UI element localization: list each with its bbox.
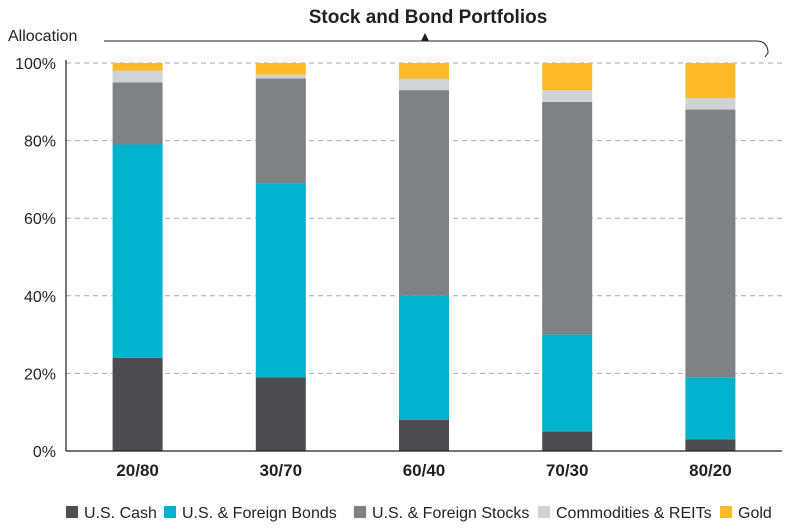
bar-segment-gold bbox=[112, 63, 163, 71]
legend-swatch-gold bbox=[720, 506, 732, 518]
bar-segment-u-s-cash bbox=[685, 439, 736, 451]
y-tick-label: 80% bbox=[24, 134, 56, 151]
legend-label-u-s-foreign-stocks: U.S. & Foreign Stocks bbox=[372, 505, 529, 522]
bar-segment-u-s-foreign-bonds bbox=[399, 295, 449, 420]
y-axis-label: Allocation bbox=[8, 28, 77, 45]
x-tick-label: 70/30 bbox=[546, 461, 589, 480]
x-tick-label: 20/80 bbox=[116, 461, 159, 480]
legend-label-gold: Gold bbox=[738, 505, 772, 522]
bar-segment-u-s-cash bbox=[255, 377, 306, 451]
bar-segment-u-s-foreign-stocks bbox=[399, 90, 449, 296]
bar-segment-commodities-reits bbox=[255, 74, 306, 79]
legend-swatch-u-s-cash bbox=[66, 506, 78, 518]
bar-segment-u-s-foreign-stocks bbox=[112, 82, 163, 145]
x-tick-label: 60/40 bbox=[403, 461, 446, 480]
bar-segment-gold bbox=[255, 63, 306, 75]
legend: U.S. Cash U.S. & Foreign Bonds U.S. & Fore… bbox=[66, 505, 772, 522]
bar-segment-u-s-foreign-stocks bbox=[255, 78, 306, 184]
axes bbox=[65, 60, 782, 452]
bar-segment-u-s-foreign-bonds bbox=[255, 183, 306, 378]
legend-swatch-commodities-reits bbox=[538, 506, 550, 518]
bar-segment-u-s-cash bbox=[542, 431, 593, 451]
legend-label-u-s-cash: U.S. Cash bbox=[84, 505, 157, 522]
legend-label-commodities-reits: Commodities & REITs bbox=[556, 505, 712, 522]
bar-segment-gold bbox=[399, 63, 449, 79]
bar-segment-commodities-reits bbox=[542, 90, 593, 102]
title-bracket-line bbox=[104, 40, 769, 58]
x-tick-label: 80/20 bbox=[689, 461, 732, 480]
legend-swatch-u-s-foreign-bonds bbox=[164, 506, 176, 518]
bar-segment-u-s-foreign-bonds bbox=[542, 334, 593, 432]
bar-segment-u-s-cash bbox=[399, 419, 449, 451]
y-tick-label: 20% bbox=[24, 366, 56, 383]
bar-segment-gold bbox=[685, 63, 736, 98]
legend-swatch-u-s-foreign-stocks bbox=[354, 506, 366, 518]
y-tick-label: 40% bbox=[24, 289, 56, 306]
bar-segment-gold bbox=[542, 63, 593, 91]
y-tick-label: 100% bbox=[15, 56, 56, 73]
bar-segment-commodities-reits bbox=[399, 78, 449, 91]
bar-segment-u-s-cash bbox=[112, 357, 163, 451]
title-bracket bbox=[104, 33, 769, 58]
x-axis-labels: 20/80 30/70 60/40 70/30 80/20 bbox=[116, 461, 731, 480]
legend-label-u-s-foreign-bonds: U.S. & Foreign Bonds bbox=[182, 505, 337, 522]
gridlines bbox=[66, 62, 782, 374]
y-tick-label: 60% bbox=[24, 211, 56, 228]
y-tick-label: 0% bbox=[33, 444, 56, 461]
bar-segment-u-s-foreign-bonds bbox=[685, 377, 736, 440]
y-axis-ticks: 0% 20% 40% 60% 80% 100% bbox=[15, 56, 56, 461]
bar-segment-commodities-reits bbox=[112, 70, 163, 83]
bar-segment-u-s-foreign-bonds bbox=[112, 144, 163, 358]
title-pointer-arrow bbox=[421, 33, 429, 41]
chart-title: Stock and Bond Portfolios bbox=[309, 7, 548, 28]
bar-segment-commodities-reits bbox=[685, 97, 736, 110]
bars bbox=[112, 63, 736, 451]
x-tick-label: 30/70 bbox=[260, 461, 303, 480]
bar-segment-u-s-foreign-stocks bbox=[685, 109, 736, 378]
bar-segment-u-s-foreign-stocks bbox=[542, 101, 593, 335]
